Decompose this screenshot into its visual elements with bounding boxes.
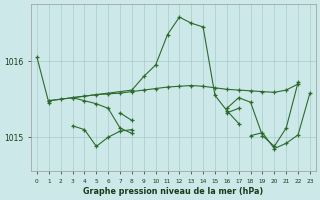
X-axis label: Graphe pression niveau de la mer (hPa): Graphe pression niveau de la mer (hPa): [83, 187, 264, 196]
